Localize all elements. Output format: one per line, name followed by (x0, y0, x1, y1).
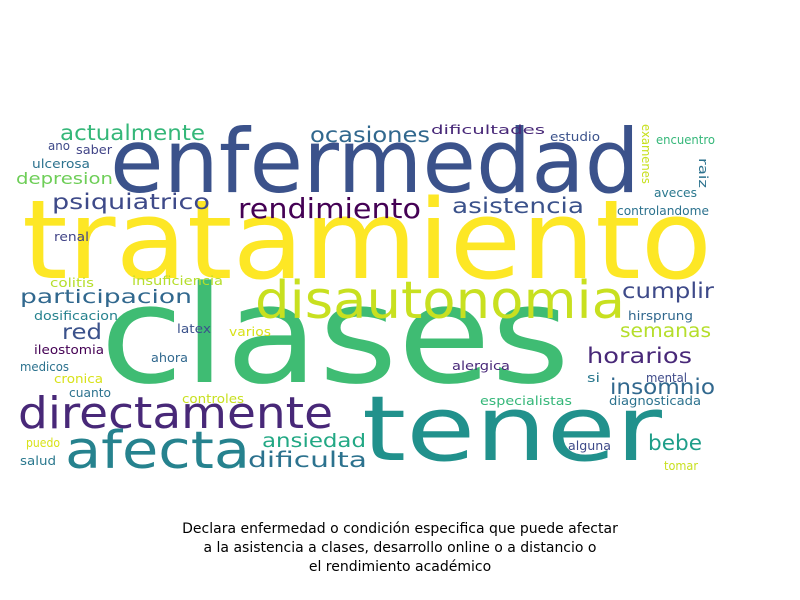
word-especialistas: especialistas (480, 394, 572, 408)
word-varios: varios (229, 325, 271, 339)
word-mental: mental (646, 371, 687, 385)
word-clases: clases (100, 257, 570, 414)
word-dosificacion: dosificacion (34, 309, 118, 323)
word-participacion: participacion (20, 286, 192, 308)
word-rendimiento: rendimiento (238, 192, 421, 225)
word-hirsprung: hirsprung (628, 309, 693, 323)
word-asistencia: asistencia (452, 194, 584, 218)
word-examenes: examenes (639, 124, 653, 184)
word-depresion: depresion (16, 169, 114, 188)
word-cuanto: cuanto (69, 386, 111, 400)
word-red: red (62, 320, 102, 344)
caption-line-2: a la asistencia a clases, desarrollo onl… (203, 540, 597, 556)
word-horarios: horarios (587, 344, 692, 368)
word-encuentro: encuentro (656, 133, 715, 147)
word-semanas: semanas (620, 320, 711, 342)
word-ahora: ahora (151, 351, 188, 365)
word-disautonomia: disautonomia (255, 271, 625, 331)
word-latex: latex (177, 322, 211, 336)
word-psiquiatrico: psiquiatrico (52, 190, 210, 214)
caption-line-3: el rendimiento académico (308, 559, 492, 575)
caption-line-1: Declara enfermedad o condición especific… (182, 521, 618, 537)
word-si: si (587, 371, 600, 385)
word-ano: ano (48, 139, 70, 153)
word-ansiedad: ansiedad (262, 430, 366, 452)
word-tener: tener (362, 377, 662, 482)
word-controlandome: controlandome (617, 204, 709, 218)
word-alguna: alguna (568, 439, 611, 453)
word-alergica: alergica (452, 359, 510, 373)
word-insomnio: insomnio (610, 375, 715, 399)
word-directamente: directamente (18, 388, 333, 439)
word-afecta: afecta (65, 421, 250, 481)
word-ileostomia: ileostomia (34, 343, 104, 357)
word-controles: controles (182, 392, 244, 406)
word-renal: renal (54, 230, 89, 244)
word-ulcerosa: ulcerosa (32, 157, 90, 171)
figure-caption: Declara enfermedad o condición especific… (100, 520, 700, 577)
word-dificultades: dificultades (431, 123, 545, 137)
word-enfermedad: enfermedad (110, 110, 640, 213)
word-cronica: cronica (54, 372, 103, 386)
word-ocasiones: ocasiones (310, 123, 430, 147)
word-cumplir: cumplir (622, 279, 714, 303)
word-saber: saber (76, 143, 112, 157)
word-puedo: puedo (26, 436, 60, 450)
word-raiz: raiz (696, 158, 710, 188)
word-actualmente: actualmente (60, 121, 205, 145)
word-medicos: medicos (20, 360, 69, 374)
word-estudio: estudio (550, 130, 600, 144)
word-bebe: bebe (648, 431, 702, 455)
word-dificulta: dificulta (248, 448, 367, 472)
word-tomar: tomar (664, 459, 698, 473)
word-tratamiento: tratamiento (22, 176, 713, 304)
word-aveces: aveces (654, 186, 697, 200)
word-salud: salud (20, 454, 56, 468)
word-insuficiencia: insuficiencia (132, 274, 223, 288)
word-diagnosticada: diagnosticada (609, 394, 701, 408)
word-colitis: colitis (50, 276, 94, 290)
